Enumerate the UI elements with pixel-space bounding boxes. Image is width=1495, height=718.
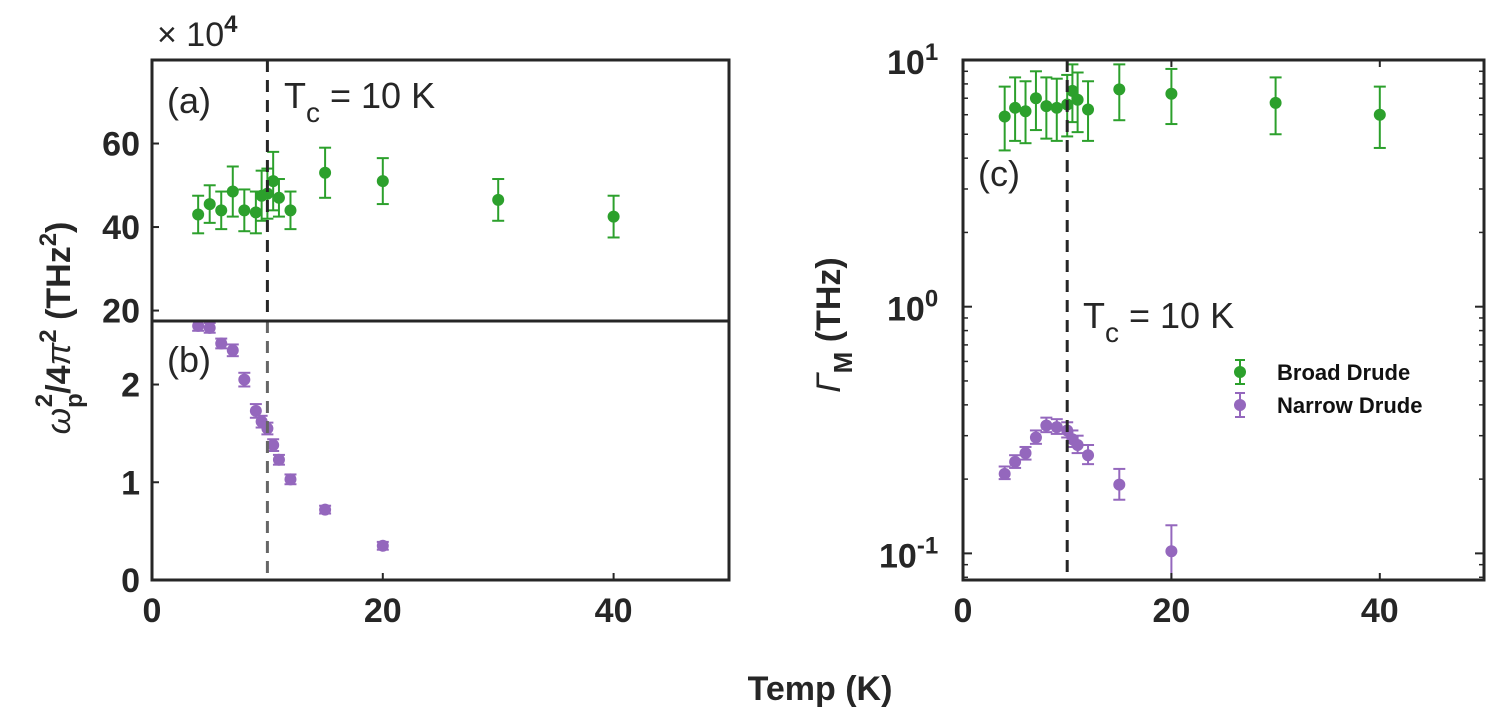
a-broad-point-2 [215, 204, 228, 217]
b-narrow-point-8 [267, 439, 280, 452]
a-broad-point-11 [319, 166, 332, 179]
b-frame [150, 319, 731, 582]
b-panel-label: (b) [167, 339, 211, 380]
a-broad-point-1 [203, 198, 216, 211]
b-narrow-point-4 [238, 373, 251, 386]
b-narrow-point-11 [319, 503, 332, 516]
c-narrow-point-10 [1113, 478, 1126, 491]
c-ytick-base-0: 10 [887, 44, 925, 82]
c-broad-point-8 [1071, 93, 1084, 106]
c-ytick-exp-1: 0 [925, 286, 938, 313]
b-xtick-label-0: 0 [143, 592, 162, 630]
c-ytick-label-0: 101 [887, 39, 938, 82]
c-ytick-label-1: 100 [887, 286, 938, 329]
c-narrow-point-0 [998, 467, 1011, 480]
c-narrow-point-1 [1009, 455, 1022, 468]
a-ytick-label-2: 60 [102, 126, 140, 164]
b-narrow-point-5 [249, 404, 262, 417]
a-ytick-label-0: 20 [102, 293, 140, 331]
legend-marker-1 [1234, 399, 1246, 411]
c-broad-point-5 [1050, 101, 1063, 114]
c-broad-point-1 [1009, 101, 1022, 114]
c-ytick-exp-2: -1 [917, 532, 938, 559]
b-narrow-point-12 [376, 539, 389, 552]
c-broad-point-2 [1019, 105, 1032, 118]
b-ytick-label-2: 2 [121, 367, 140, 405]
c-xtick-label-0: 0 [954, 592, 973, 630]
c-narrow-point-3 [1029, 431, 1042, 444]
c-ytick-base-1: 10 [887, 291, 925, 329]
c-tc-rest: = 10 K [1119, 295, 1234, 336]
c-tc-label: Tc = 10 K [1083, 295, 1234, 348]
a-broad-point-14 [607, 210, 620, 223]
b-narrow-point-0 [192, 319, 205, 332]
left-y-axis-label: ωp2/4π2 (THz2) [31, 222, 88, 435]
c-broad-point-3 [1029, 92, 1042, 105]
b-narrow-point-10 [284, 473, 297, 486]
a-broad-point-0 [192, 208, 205, 221]
b-xtick-label-2: 40 [595, 592, 633, 630]
y-multiplier: × 104 [157, 11, 238, 54]
c-ytick-label-2: 10-1 [879, 532, 938, 575]
c-broad-point-10 [1113, 83, 1126, 96]
c-xtick-label-2: 40 [1361, 592, 1399, 630]
a-ytick-label-1: 40 [102, 209, 140, 247]
c-xtick-label-1: 20 [1152, 592, 1190, 630]
panel-a: 20 40 60 (a) Tc = 10 K [102, 58, 731, 331]
legend-label-0: Broad Drude [1277, 360, 1410, 385]
a-panel-label: (a) [167, 80, 211, 121]
c-ytick-base-2: 10 [879, 537, 917, 575]
a-broad-point-12 [376, 175, 389, 188]
legend-marker-0 [1234, 366, 1246, 378]
c-tc-sub: c [1105, 317, 1119, 348]
b-xtick-label-1: 20 [364, 592, 402, 630]
b-narrow-point-3 [226, 344, 239, 357]
a-tc-main: T [284, 75, 306, 116]
c-broad-point-12 [1269, 96, 1282, 109]
a-broad-point-5 [249, 206, 262, 219]
c-narrow-point-11 [1165, 545, 1178, 558]
b-narrow-point-2 [215, 337, 228, 350]
a-broad-point-3 [226, 185, 239, 198]
c-narrow-point-8 [1071, 439, 1084, 452]
c-broad-point-4 [1040, 100, 1053, 113]
b-narrow-point-9 [272, 453, 285, 466]
a-tc-rest: = 10 K [320, 75, 435, 116]
right-y-axis-label: ΓM (THz) [810, 257, 858, 392]
c-narrow-point-4 [1040, 419, 1053, 432]
c-frame [961, 58, 1486, 582]
c-broad-point-13 [1373, 108, 1386, 121]
c-broad-point-7 [1066, 84, 1079, 97]
c-panel-label: (c) [978, 153, 1020, 194]
c-ytick-exp-0: 1 [925, 39, 938, 66]
a-broad-point-9 [272, 191, 285, 204]
c-narrow-point-5 [1050, 421, 1063, 434]
a-tc-sub: c [306, 97, 320, 128]
x-axis-label: Temp (K) [748, 670, 893, 708]
c-broad-point-11 [1165, 87, 1178, 100]
a-broad-point-13 [492, 193, 505, 206]
c-broad-point-9 [1082, 103, 1095, 116]
a-broad-point-8 [267, 175, 280, 188]
a-broad-point-7 [261, 187, 274, 200]
b-narrow-point-1 [203, 321, 216, 334]
c-narrow-point-2 [1019, 447, 1032, 460]
legend-label-1: Narrow Drude [1277, 393, 1422, 418]
c-tc-main: T [1083, 295, 1105, 336]
c-narrow-point-9 [1082, 449, 1095, 462]
a-broad-point-10 [284, 204, 297, 217]
b-ytick-label-1: 1 [121, 464, 140, 502]
a-broad-point-4 [238, 204, 251, 217]
b-ytick-label-0: 0 [121, 562, 140, 600]
a-tc-label: Tc = 10 K [284, 75, 435, 128]
c-broad-point-0 [998, 110, 1011, 123]
